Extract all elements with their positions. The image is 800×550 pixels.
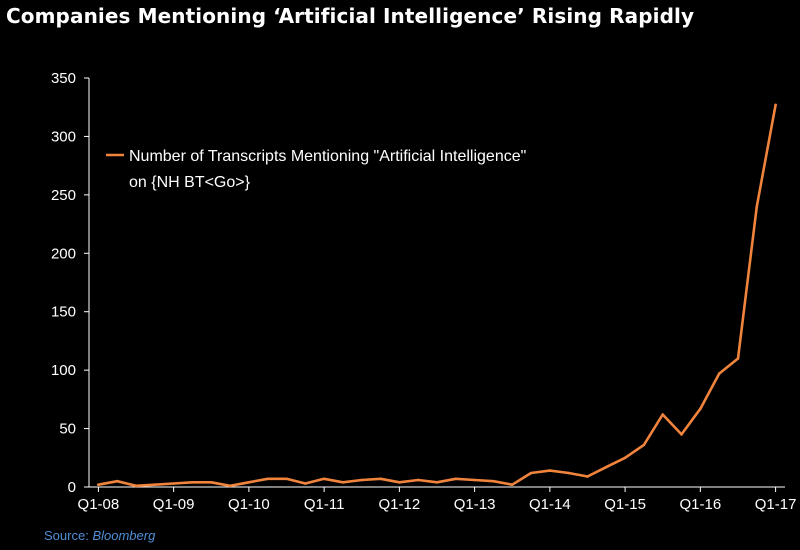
source-note: Source: Bloomberg (44, 528, 155, 543)
data-point (736, 357, 740, 360)
y-tick-label: 50 (59, 421, 76, 438)
source-label: Source: (44, 528, 89, 543)
x-tick-label: Q1-10 (228, 496, 270, 513)
data-point (755, 205, 759, 208)
y-tick-label: 350 (51, 70, 76, 87)
data-point (266, 477, 270, 481)
x-tick-label: Q1-16 (679, 496, 721, 513)
x-tick-label: Q1-12 (379, 496, 421, 513)
x-tick-label: Q1-17 (755, 496, 797, 513)
data-point (416, 478, 420, 482)
data-point (605, 465, 608, 469)
data-point (492, 479, 495, 483)
data-point (454, 477, 458, 481)
y-tick-label: 150 (51, 304, 76, 321)
chart-title: Companies Mentioning ‘Artificial Intelli… (6, 4, 695, 28)
x-tick-label: Q1-09 (153, 496, 195, 513)
source-name: Bloomberg (92, 528, 156, 543)
y-tick-label: 0 (68, 479, 76, 496)
data-point (379, 477, 382, 481)
data-point (360, 478, 364, 482)
y-tick-label: 250 (51, 187, 76, 204)
y-axis: 0 50 100 150 200 250 300 350 (51, 70, 90, 496)
data-point (529, 471, 533, 475)
legend-label-line-1: Number of Transcripts Mentioning "Artifi… (129, 148, 526, 165)
data-point (134, 484, 138, 488)
data-point (699, 407, 702, 411)
x-tick-label: Q1-08 (78, 496, 120, 513)
data-point (680, 433, 683, 436)
data-point (322, 477, 326, 481)
data-point (97, 483, 100, 487)
y-tick-label: 200 (51, 245, 76, 262)
data-point (774, 103, 777, 107)
data-point (247, 481, 251, 484)
series-group (97, 103, 777, 488)
data-point (435, 481, 439, 484)
data-point (510, 483, 514, 487)
data-point (115, 479, 119, 483)
data-point (473, 478, 476, 482)
x-tick-label: Q1-15 (604, 496, 646, 513)
x-tick-label: Q1-13 (454, 496, 496, 513)
data-point (228, 484, 232, 488)
data-point (191, 481, 194, 484)
legend: Number of Transcripts Mentioning "Artifi… (106, 148, 526, 191)
data-point (567, 471, 570, 475)
data-point (304, 482, 307, 485)
data-point (717, 372, 721, 375)
y-tick-label: 300 (51, 128, 76, 145)
data-point (398, 481, 401, 484)
data-point (548, 469, 552, 472)
x-tick-label: Q1-11 (304, 496, 345, 513)
data-point (642, 443, 646, 447)
data-point (153, 483, 157, 487)
data-point (661, 413, 664, 416)
data-point (586, 475, 589, 478)
data-point (285, 477, 288, 481)
data-point (172, 482, 175, 485)
legend-label-line-2: on {NH BT<Go>} (129, 174, 251, 191)
x-tick-label: Q1-14 (529, 496, 571, 513)
x-axis: Q1-08 Q1-09 Q1-10 Q1-11 Q1-12 Q1-13 Q1-14 Q1-15… (78, 486, 797, 513)
data-point (623, 456, 627, 460)
y-tick-label: 100 (51, 362, 76, 379)
data-point (341, 481, 345, 484)
data-point (210, 481, 213, 484)
